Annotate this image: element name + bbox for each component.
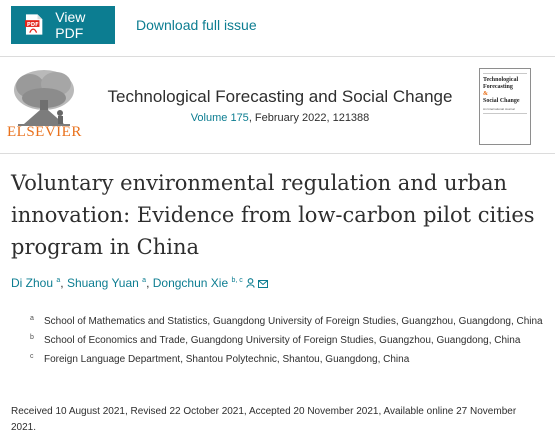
affiliation-text: Foreign Language Department, Shantou Pol…: [44, 354, 410, 365]
author-link[interactable]: Di Zhou a: [11, 276, 61, 290]
view-pdf-button[interactable]: PDF View PDF: [11, 6, 115, 44]
cover-subtitle: An International Journal: [483, 107, 515, 111]
person-icon[interactable]: [246, 278, 255, 288]
download-full-issue-link[interactable]: Download full issue: [136, 17, 257, 33]
article-toolbar: PDF View PDF Download full issue: [0, 0, 556, 56]
journal-cover-thumbnail[interactable]: Technological Forecasting & Social Chang…: [479, 68, 531, 145]
cover-rule: [483, 73, 527, 74]
envelope-icon[interactable]: [258, 280, 269, 288]
author-link[interactable]: Shuang Yuan a: [66, 276, 147, 290]
affiliation-item: b School of Economics and Trade, Guangdo…: [30, 333, 550, 348]
volume-link[interactable]: Volume 175: [190, 112, 249, 124]
affiliation-item: c Foreign Language Department, Shantou P…: [30, 352, 550, 367]
affiliation-marker: a: [30, 315, 34, 322]
affiliation-text: School of Economics and Trade, Guangdong…: [44, 335, 521, 346]
affiliation-list: a School of Mathematics and Statistics, …: [30, 314, 550, 371]
cover-title: Technological Forecasting & Social Chang…: [483, 77, 520, 104]
svg-text:PDF: PDF: [27, 22, 39, 28]
journal-title[interactable]: Technological Forecasting and Social Cha…: [107, 87, 453, 106]
affiliation-item: a School of Mathematics and Statistics, …: [30, 314, 550, 329]
pdf-file-icon: PDF: [25, 14, 43, 35]
journal-issue-info: Volume 175, February 2022, 121388: [100, 112, 460, 124]
affiliation-marker: b: [30, 334, 34, 341]
author-link[interactable]: Dongchun Xie b, c: [152, 276, 243, 290]
article-history: Received 10 August 2021, Revised 22 Octo…: [11, 406, 517, 433]
journal-header: ELSEVIER Technological Forecasting and S…: [0, 56, 555, 154]
issue-details: , February 2022, 121388: [248, 112, 370, 124]
affiliation-text: School of Mathematics and Statistics, Gu…: [44, 316, 543, 327]
cover-rule: [483, 113, 527, 114]
elsevier-tree-logo[interactable]: [10, 66, 78, 146]
elsevier-wordmark: ELSEVIER: [7, 124, 82, 140]
view-pdf-label: View PDF: [55, 9, 86, 41]
article-title: Voluntary environmental regulation and u…: [11, 171, 535, 259]
affiliation-marker: c: [30, 353, 34, 360]
author-list: Di Zhou a, Shuang Yuan a, Dongchun Xie b…: [11, 276, 269, 290]
